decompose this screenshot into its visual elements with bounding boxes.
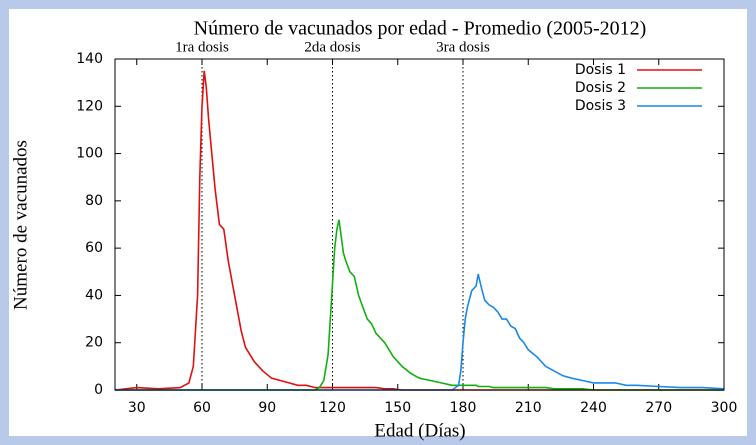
reference-label: 1ra dosis [175, 39, 229, 55]
legend-label: Dosis 3 [575, 98, 626, 114]
x-tick-label: 30 [128, 400, 146, 416]
x-tick-label: 120 [319, 400, 346, 416]
chart-title: Número de vacunados por edad - Promedio … [194, 18, 647, 40]
legend-label: Dosis 2 [575, 80, 626, 96]
y-tick-label: 140 [76, 51, 103, 67]
legend-label: Dosis 1 [575, 62, 626, 78]
y-tick-label: 100 [76, 146, 103, 162]
y-tick-label: 120 [76, 98, 103, 114]
x-tick-label: 90 [258, 400, 276, 416]
x-tick-label: 270 [645, 400, 672, 416]
y-tick-label: 60 [85, 240, 103, 256]
x-tick-label: 240 [580, 400, 607, 416]
reference-label: 2da dosis [304, 39, 360, 55]
x-axis-label: Edad (Días) [374, 420, 465, 441]
y-tick-label: 0 [94, 382, 103, 398]
reference-label: 3ra dosis [436, 39, 490, 55]
canvas [9, 9, 747, 436]
plot-border [114, 58, 725, 391]
y-axis-label: Número de vacunados [10, 140, 31, 310]
x-tick-label: 180 [450, 400, 477, 416]
x-tick-label: 60 [193, 400, 211, 416]
y-tick-label: 80 [85, 193, 103, 209]
y-tick-label: 20 [85, 335, 103, 351]
x-tick-label: 300 [711, 400, 738, 416]
x-tick-label: 210 [515, 400, 542, 416]
y-tick-label: 40 [85, 287, 103, 303]
x-tick-label: 150 [384, 400, 411, 416]
